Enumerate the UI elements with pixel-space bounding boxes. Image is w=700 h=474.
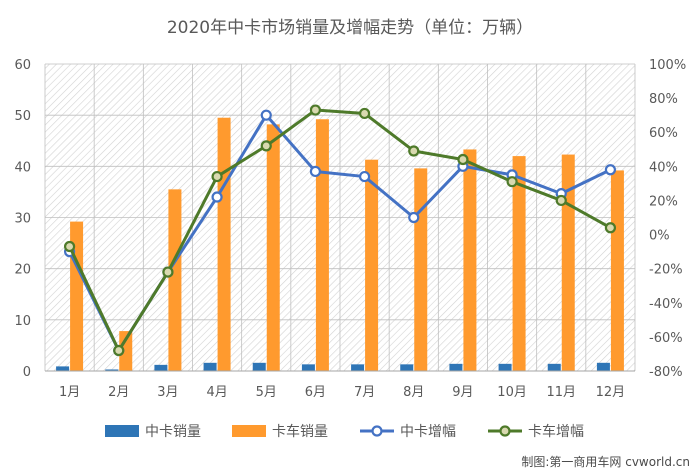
legend-swatch-marker — [371, 425, 383, 437]
x-tick-label: 3月 — [157, 385, 178, 400]
point-truck-growth — [162, 266, 174, 278]
point-truck-growth — [408, 145, 420, 157]
bar-zhongka-sales — [252, 362, 266, 371]
point-truck-growth — [113, 344, 125, 357]
watermark: 制图:第一商用车网 cvworld.cn — [519, 453, 692, 470]
x-tick-label: 10月 — [497, 385, 527, 400]
y-right-tick-label: 20% — [649, 194, 678, 209]
bar-series-group — [56, 117, 624, 371]
y-left-tick-label: 0 — [23, 365, 31, 380]
bar-truck-sales — [610, 170, 624, 371]
x-tick-label: 4月 — [206, 385, 227, 400]
bar-truck-sales — [315, 119, 329, 371]
bar-zhongka-sales — [400, 364, 414, 371]
y-right-tick-label: -40% — [649, 297, 683, 312]
bar-zhongka-sales — [449, 363, 463, 371]
y-right-tick-label: -60% — [649, 331, 683, 346]
y-left-tick-label: 50 — [14, 109, 31, 124]
y-left-tick-label: 30 — [14, 212, 31, 227]
bar-zhongka-sales — [498, 363, 512, 371]
bar-truck-sales — [561, 154, 575, 371]
bar-truck-sales — [365, 159, 379, 371]
x-tick-label: 2月 — [108, 385, 129, 400]
bar-zhongka-sales — [203, 362, 217, 371]
line-series-group — [63, 104, 617, 357]
bar-truck-sales — [217, 117, 231, 371]
point-zhongka-growth — [260, 109, 272, 121]
point-zhongka-growth — [211, 191, 223, 203]
point-truck-growth — [457, 153, 469, 166]
legend-swatch-bar — [105, 425, 139, 437]
bar-truck-sales — [512, 156, 526, 371]
y-left-tick-label: 20 — [14, 263, 31, 278]
point-truck-growth — [555, 194, 567, 207]
legend-label: 卡车增幅 — [528, 423, 584, 440]
x-tick-label: 5月 — [256, 385, 277, 400]
y-left-tick-label: 60 — [14, 58, 31, 73]
legend-swatch-bar — [232, 425, 266, 437]
axes-group: 0 10 20 30 40 50 60 -80% -60% -40% -20% 0% 20% 40% 60%… — [14, 58, 686, 400]
point-zhongka-growth — [309, 165, 322, 178]
bar-truck-sales — [168, 189, 182, 371]
x-tick-label: 7月 — [354, 385, 375, 400]
bar-zhongka-sales — [56, 366, 70, 371]
bar-zhongka-sales — [301, 364, 315, 371]
legend-label: 中卡销量 — [145, 424, 201, 440]
y-right-tick-label: 60% — [649, 126, 678, 141]
legend-swatch-marker — [499, 425, 511, 437]
bar-truck-sales — [119, 331, 133, 371]
point-truck-growth — [604, 222, 617, 234]
point-zhongka-growth — [408, 211, 420, 224]
y-left-tick-label: 40 — [14, 160, 31, 175]
y-right-tick-label: 100% — [649, 58, 686, 73]
y-right-tick-label: 80% — [649, 92, 678, 107]
x-tick-label: 12月 — [596, 385, 626, 400]
bar-zhongka-sales — [547, 363, 561, 371]
point-zhongka-growth — [604, 164, 617, 176]
legend-label: 中卡增幅 — [400, 424, 456, 440]
x-tick-label: 6月 — [305, 385, 326, 400]
bar-zhongka-sales — [351, 364, 365, 371]
bar-truck-sales — [266, 124, 280, 371]
point-zhongka-growth — [358, 170, 371, 183]
y-right-tick-label: -20% — [649, 263, 683, 278]
bar-zhongka-sales — [105, 369, 119, 371]
x-tick-label: 11月 — [546, 385, 576, 400]
bar-zhongka-sales — [596, 362, 610, 371]
y-right-tick-label: 40% — [649, 160, 678, 175]
bar-truck-sales — [414, 168, 428, 371]
legend-label: 卡车销量 — [272, 423, 328, 440]
y-right-tick-label: -80% — [649, 365, 683, 380]
point-truck-growth — [63, 240, 76, 253]
point-truck-growth — [358, 107, 371, 120]
legend: 中卡销量 卡车销量 中卡增幅 卡车增幅 — [105, 423, 584, 440]
x-tick-label: 8月 — [403, 385, 424, 400]
x-tick-label: 9月 — [452, 385, 473, 400]
point-truck-growth — [260, 140, 272, 152]
point-truck-growth — [211, 170, 223, 183]
bar-truck-sales — [463, 149, 477, 371]
y-right-tick-label: 0% — [649, 229, 670, 244]
line-truck-growth — [68, 108, 612, 353]
point-truck-growth — [506, 176, 518, 188]
chart-title: 2020年中卡市场销量及增幅走势（单位：万辆） — [167, 18, 533, 38]
x-tick-label: 1月 — [59, 385, 80, 400]
grid-lines — [44, 63, 636, 372]
bar-zhongka-sales — [154, 364, 168, 371]
y-left-tick-label: 10 — [14, 314, 31, 329]
point-truck-growth — [309, 104, 322, 116]
